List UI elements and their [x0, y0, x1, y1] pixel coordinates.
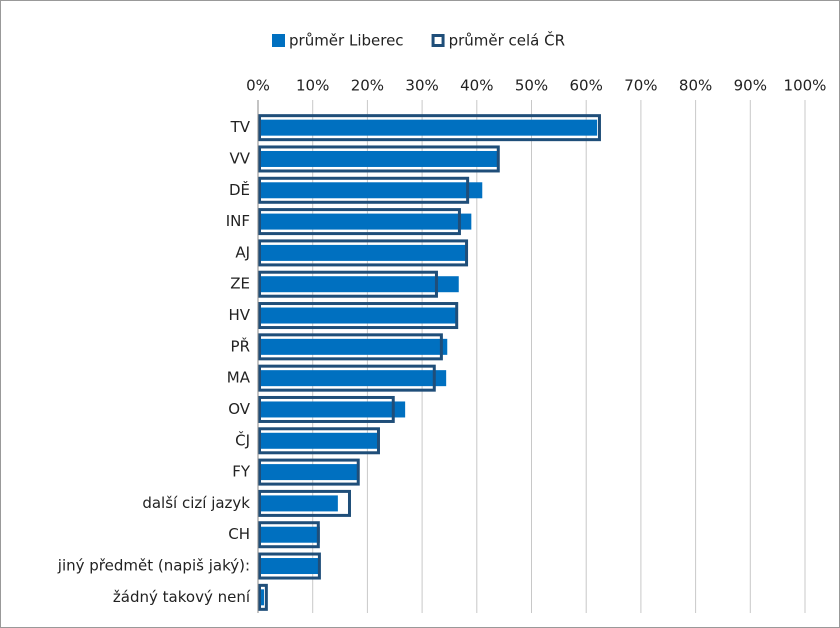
bar	[258, 244, 466, 261]
x-tick-label: 60%	[570, 77, 603, 95]
bar	[258, 150, 499, 167]
bar	[258, 558, 320, 575]
legend-label: průměr Liberec	[289, 32, 404, 50]
y-tick-label: TV	[230, 118, 251, 136]
bar	[258, 370, 447, 387]
y-tick-label: ZE	[230, 275, 250, 293]
y-tick-label: další cizí jazyk	[142, 494, 250, 512]
bar	[258, 276, 459, 293]
x-tick-label: 20%	[351, 77, 384, 95]
bar-outline	[258, 521, 320, 549]
bar-outline	[258, 364, 436, 392]
bar-outline	[258, 302, 459, 330]
bar-outline	[258, 333, 443, 361]
bar	[258, 119, 598, 136]
x-tick-label: 40%	[460, 77, 493, 95]
bar-outline	[258, 270, 438, 298]
bar-outline	[258, 208, 461, 236]
bar-outline	[258, 176, 470, 204]
x-tick-label: 100%	[784, 77, 827, 95]
y-tick-label: PŘ	[231, 336, 250, 355]
y-tick-label: HV	[228, 306, 250, 324]
bar	[258, 464, 358, 481]
bar-outline	[258, 239, 469, 267]
bar-outline	[258, 552, 321, 580]
y-tick-label: INF	[226, 212, 250, 230]
bar	[258, 526, 320, 543]
bar-outline	[258, 458, 360, 486]
bar	[258, 338, 448, 355]
bar	[258, 432, 378, 449]
y-tick-label: žádný takový není	[113, 588, 251, 606]
y-tick-label: ČJ	[235, 430, 250, 449]
x-tick-label: 80%	[679, 77, 712, 95]
legend-label: průměr celá ČR	[449, 31, 565, 50]
legend-swatch	[431, 34, 445, 47]
y-tick-label: CH	[228, 525, 250, 543]
bar-outline	[258, 489, 351, 517]
y-tick-label: MA	[227, 369, 251, 387]
x-tick-label: 0%	[246, 77, 270, 95]
bar	[258, 401, 406, 418]
bar-outline	[258, 395, 395, 423]
y-tick-label: jiný předmět (napiš jaký):	[57, 557, 250, 575]
bar	[258, 589, 265, 606]
bar-outline	[258, 145, 500, 173]
y-tick-label: DĚ	[229, 180, 250, 199]
bar-outline	[258, 427, 380, 455]
bar-outline	[258, 114, 601, 142]
bar	[258, 307, 457, 324]
y-tick-label: OV	[228, 400, 251, 418]
bar-outline	[258, 583, 268, 611]
bar	[258, 182, 483, 199]
bar	[258, 213, 472, 230]
y-tick-label: AJ	[235, 243, 250, 261]
x-tick-label: 50%	[515, 77, 548, 95]
y-tick-label: VV	[229, 149, 250, 167]
x-tick-label: 30%	[405, 77, 438, 95]
x-tick-label: 90%	[734, 77, 767, 95]
x-tick-label: 70%	[624, 77, 657, 95]
bar	[258, 495, 338, 512]
y-tick-label: FY	[232, 463, 251, 481]
x-tick-label: 10%	[296, 77, 329, 95]
legend-swatch	[272, 34, 285, 47]
